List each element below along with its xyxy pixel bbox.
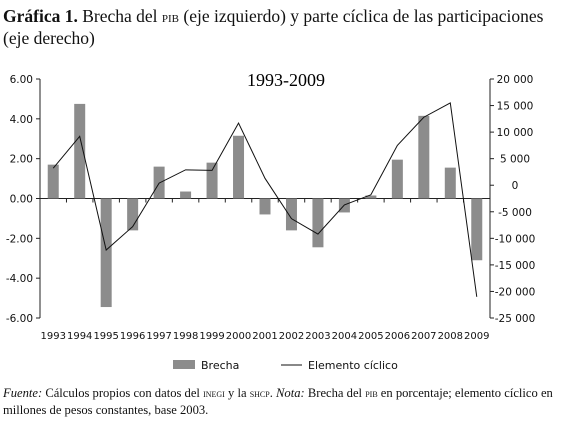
- left-axis-tick-label: -6.00: [6, 313, 33, 325]
- bar-brecha: [180, 191, 192, 199]
- title-text-1: Brecha del: [77, 6, 162, 26]
- x-axis-tick-label: 1995: [93, 331, 118, 342]
- x-axis-tick-label: 2004: [332, 331, 357, 342]
- bar-brecha: [391, 159, 403, 199]
- bar-brecha: [365, 195, 377, 199]
- x-axis-tick-label: 2003: [305, 331, 330, 342]
- bar-brecha: [285, 198, 297, 231]
- bar-brecha: [418, 115, 430, 199]
- bar-series-brecha: [47, 103, 483, 308]
- right-axis-tick-label: 5 000: [500, 154, 530, 166]
- legend-label-elemento-ciclico: Elemento cíclico: [308, 359, 398, 372]
- footnote-source-text-3: .: [269, 386, 277, 400]
- x-axis-tick-label: 2002: [279, 331, 304, 342]
- title-text-2: (eje izquierdo) y parte cíclica de las p…: [3, 6, 544, 48]
- bar-brecha: [471, 198, 483, 261]
- chart-subtitle: 1993-2009: [247, 70, 325, 90]
- footnote-shcp: shcp: [249, 387, 270, 400]
- x-axis-tick-label: 1999: [199, 331, 224, 342]
- x-axis-tick-label: 2007: [411, 331, 436, 342]
- right-axis-tick-label: 15 000: [497, 101, 534, 113]
- right-axis-tick-label: 20 000: [497, 74, 534, 86]
- bar-brecha: [47, 164, 59, 199]
- left-axis-tick-label: 6.00: [10, 74, 33, 86]
- footnote-source-text-2: y la: [224, 386, 250, 400]
- legend-swatch-brecha: [173, 360, 195, 369]
- x-axis-tick-label: 2000: [226, 331, 251, 342]
- footnote-note-text-1: Brecha del: [304, 386, 366, 400]
- x-axis-tick-label: 2006: [385, 331, 410, 342]
- footnote-source-label: Fuente:: [3, 386, 43, 400]
- chart-axes: 6.00 4.00 2.00 0.00 -2.00 -4.00 -6.00 20 000 15 …: [6, 74, 535, 342]
- footnote-pib: pib: [365, 387, 378, 400]
- left-axis-tick-label: -4.00: [6, 273, 33, 285]
- footnote-inegi: inegi: [203, 387, 225, 400]
- bar-brecha: [127, 198, 139, 231]
- x-axis-tick-label: 2008: [438, 331, 463, 342]
- bar-brecha: [233, 135, 245, 199]
- bar-brecha: [100, 198, 112, 308]
- figure-title: Gráfica 1. Brecha del pib (eje izquierdo…: [3, 6, 571, 48]
- chart-legend: Brecha Elemento cíclico: [173, 359, 398, 372]
- legend-label-brecha: Brecha: [201, 359, 239, 372]
- left-axis-tick-label: 0.00: [10, 194, 33, 206]
- bar-brecha: [74, 103, 86, 199]
- x-axis-tick-label: 1996: [120, 331, 145, 342]
- title-pib: pib: [161, 9, 180, 26]
- footnote-source-text-1: Cálculos propios con datos del: [42, 386, 204, 400]
- footnote: Fuente: Cálculos propios con datos del i…: [3, 385, 571, 418]
- x-axis-tick-label: 1993: [41, 331, 66, 342]
- bar-brecha: [312, 198, 324, 248]
- bar-brecha: [259, 198, 271, 215]
- right-axis-tick-label: -5 000: [498, 207, 532, 219]
- right-axis-tick-label: 10 000: [497, 127, 534, 139]
- line-elemento-ciclico: [52, 102, 478, 297]
- bar-brecha: [206, 162, 218, 199]
- x-axis-tick-label: 1998: [173, 331, 198, 342]
- x-axis-tick-label: 1997: [146, 331, 171, 342]
- right-axis-tick-label: -20 000: [495, 286, 536, 298]
- right-axis-tick-label: 0: [512, 180, 519, 192]
- line-series-elemento-ciclico: [52, 102, 478, 297]
- x-axis-tick-label: 1994: [67, 331, 92, 342]
- left-axis-tick-label: -2.00: [6, 233, 33, 245]
- bar-line-chart: 6.00 4.00 2.00 0.00 -2.00 -4.00 -6.00 20 000 15 …: [6, 70, 535, 372]
- right-axis-tick-label: -10 000: [495, 233, 536, 245]
- x-axis-tick-label: 2005: [358, 331, 383, 342]
- right-axis-tick-label: -15 000: [495, 260, 536, 272]
- x-axis-tick-label: 2009: [464, 331, 489, 342]
- bar-brecha: [444, 167, 456, 199]
- x-axis-tick-label: 2001: [252, 331, 277, 342]
- figure-number: Gráfica 1.: [3, 6, 78, 26]
- left-axis-tick-label: 4.00: [10, 114, 33, 126]
- footnote-note-label: Nota:: [276, 386, 305, 400]
- left-axis-tick-label: 2.00: [10, 154, 33, 166]
- footnote-note-text-2: en porcentaje; elemento cíclico en millo…: [3, 386, 553, 417]
- right-axis-tick-label: -25 000: [495, 313, 536, 325]
